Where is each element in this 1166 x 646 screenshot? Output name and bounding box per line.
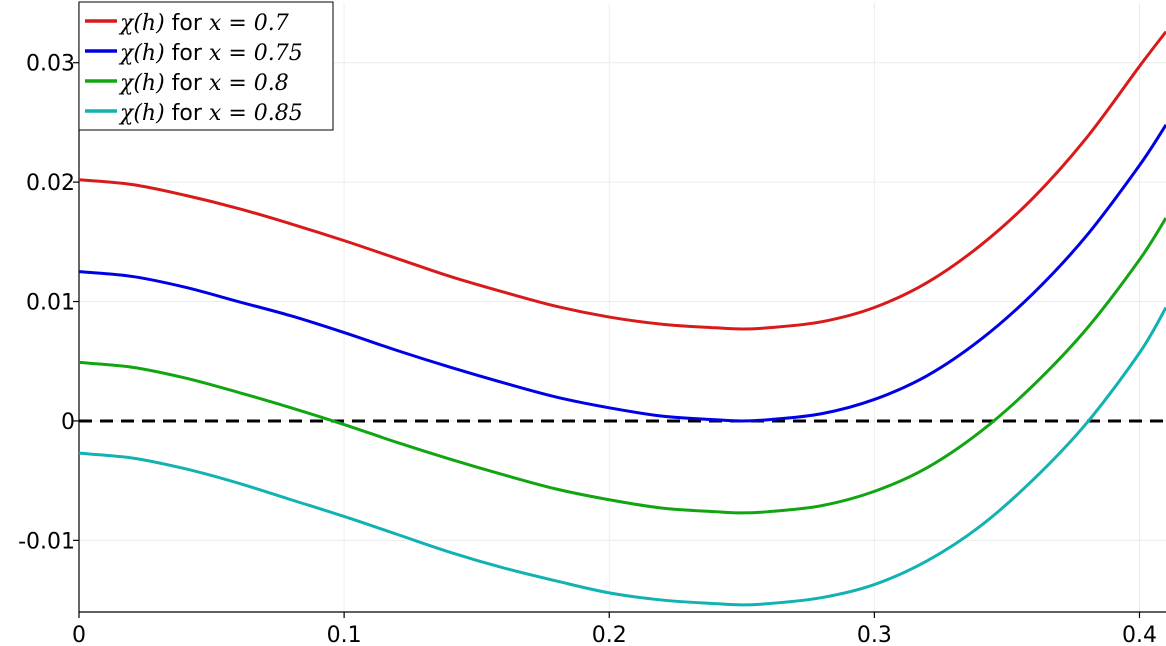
y-tick-label-3: 0.02 bbox=[26, 171, 75, 196]
y-tick-label-1: 0 bbox=[61, 410, 75, 435]
legend-math-2: x = 0.8 bbox=[209, 71, 289, 96]
legend-label-3: χ(h) for x = 0.85 bbox=[118, 101, 303, 126]
legend-for-3: for bbox=[172, 101, 209, 126]
legend-for-2: for bbox=[172, 71, 209, 96]
x-tick-label-1: 0.1 bbox=[327, 623, 362, 646]
y-tick-label-4: 0.03 bbox=[26, 52, 75, 77]
x-tick-label-2: 0.2 bbox=[592, 623, 627, 646]
legend-box bbox=[78, 1, 334, 131]
y-tick-label-2: 0.01 bbox=[26, 291, 75, 316]
series-line-1 bbox=[79, 123, 1166, 423]
y-tick-label-0: -0.01 bbox=[18, 529, 75, 554]
x-tick-label-0: 0 bbox=[72, 623, 86, 646]
grid bbox=[78, 3, 1166, 612]
legend-label-1: χ(h) for x = 0.75 bbox=[118, 41, 303, 66]
series-line-0 bbox=[79, 30, 1166, 331]
series-line-3 bbox=[79, 306, 1166, 607]
x-tick-label-3: 0.3 bbox=[857, 623, 892, 646]
legend: χ(h) for x = 0.7χ(h) for x = 0.75χ(h) fo… bbox=[78, 1, 334, 131]
legend-func-1: χ(h) bbox=[118, 41, 172, 66]
x-tick-label-4: 0.4 bbox=[1122, 623, 1157, 646]
legend-label-2: χ(h) for x = 0.8 bbox=[118, 71, 289, 96]
legend-func-2: χ(h) bbox=[118, 71, 172, 96]
tick-labels: 0 0.1 0.2 0.3 0.4 -0.01 0 0.01 0.02 0.03 bbox=[18, 52, 1157, 646]
legend-func-3: χ(h) bbox=[118, 101, 172, 126]
legend-for-0: for bbox=[172, 11, 209, 36]
legend-for-1: for bbox=[172, 41, 209, 66]
series-lines bbox=[79, 30, 1166, 607]
legend-math-0: x = 0.7 bbox=[209, 11, 289, 36]
legend-math-3: x = 0.85 bbox=[209, 101, 303, 126]
series-line-2 bbox=[79, 217, 1166, 515]
legend-func-0: χ(h) bbox=[118, 11, 172, 36]
legend-label-0: χ(h) for x = 0.7 bbox=[118, 11, 289, 36]
legend-math-1: x = 0.75 bbox=[209, 41, 303, 66]
